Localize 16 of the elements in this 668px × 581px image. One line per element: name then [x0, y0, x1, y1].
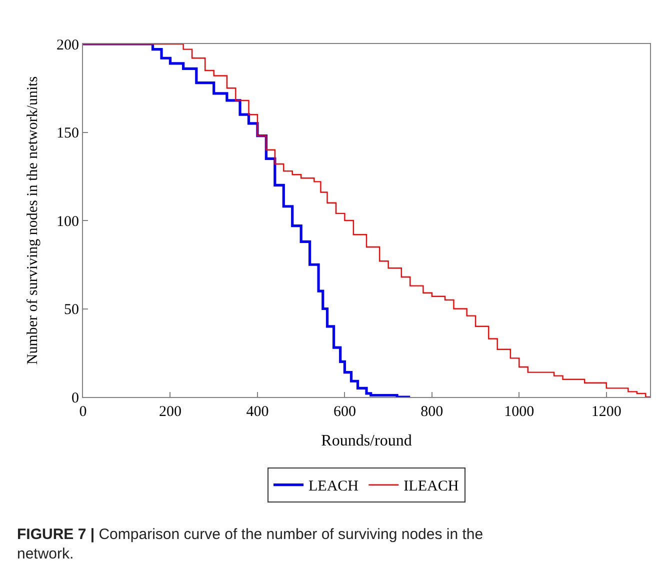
y-tick-label: 150: [56, 126, 79, 142]
legend-label: ILEACH: [404, 478, 459, 495]
x-tick-label: 1200: [591, 404, 622, 420]
y-axis-title: Number of surviving nodes in the network/units: [24, 76, 41, 365]
y-tick-label: 200: [56, 37, 79, 54]
x-tick-label: 800: [420, 404, 444, 420]
text: FIGURE 7 | Comparison curve of the number of surviving nodes in the network.: [17, 526, 484, 562]
x-tick-label: 600: [333, 404, 356, 420]
x-axis-title: Rounds/round: [321, 432, 412, 450]
y-tick-label: 100: [56, 214, 79, 230]
y-tick-label: 0: [72, 390, 79, 406]
x-tick-label: 200: [158, 404, 182, 420]
x-tick-label: 400: [246, 404, 269, 420]
y-tick-label: 50: [64, 302, 79, 318]
x-tick-label: 1000: [504, 404, 534, 420]
legend-label: LEACH: [308, 478, 359, 495]
